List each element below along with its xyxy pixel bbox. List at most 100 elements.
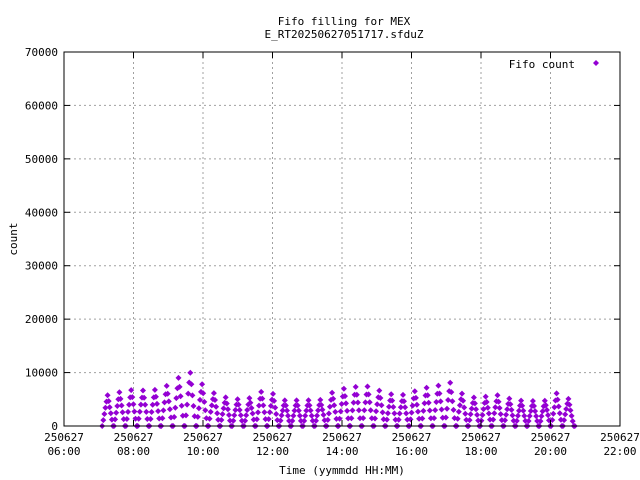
data-point: [141, 394, 148, 401]
data-point: [172, 404, 179, 411]
data-point: [355, 407, 362, 414]
data-point: [409, 402, 416, 409]
data-point: [496, 405, 503, 411]
data-point: [242, 417, 249, 424]
x-tick-time: 18:00: [464, 445, 497, 458]
data-point: [272, 404, 279, 411]
data-point: [119, 409, 126, 416]
data-point: [290, 412, 297, 419]
data-point: [562, 411, 569, 418]
data-point: [159, 415, 166, 422]
data-point: [137, 401, 144, 408]
data-point: [248, 405, 255, 411]
data-point: [349, 407, 356, 414]
data-point: [226, 412, 232, 418]
data-point: [474, 411, 481, 418]
data-point: [151, 386, 158, 393]
data-point: [353, 391, 360, 398]
data-point: [348, 415, 355, 422]
x-tick-date: 250627: [114, 431, 154, 444]
data-point: [350, 399, 357, 406]
data-point: [364, 383, 371, 390]
data-point: [234, 396, 241, 403]
data-point: [337, 408, 344, 415]
data-point: [498, 417, 505, 424]
data-point: [329, 389, 336, 396]
data-point: [456, 402, 463, 409]
data-point: [160, 407, 167, 414]
data-point: [391, 410, 398, 417]
data-point: [315, 407, 322, 414]
data-point: [194, 413, 201, 420]
data-point: [164, 390, 171, 397]
data-point: [415, 408, 421, 415]
data-point: [449, 398, 456, 405]
data-point: [131, 408, 138, 415]
data-point: [140, 387, 146, 394]
data-point: [273, 411, 280, 417]
data-point: [383, 416, 390, 423]
data-point: [367, 407, 374, 414]
data-point: [468, 405, 475, 412]
data-point: [165, 398, 172, 405]
data-point: [565, 395, 572, 402]
data-point: [161, 399, 168, 406]
data-point: [539, 408, 546, 415]
data-point: [537, 418, 544, 425]
data-point: [527, 408, 534, 414]
y-tick-label: 20000: [25, 313, 58, 326]
data-point: [176, 383, 183, 390]
data-point: [237, 412, 244, 419]
data-point: [250, 416, 257, 423]
data-point: [143, 408, 150, 415]
data-point: [314, 412, 320, 419]
data-point: [317, 396, 324, 403]
data-point: [262, 416, 269, 423]
data-point: [397, 404, 404, 411]
y-tick-label: 30000: [25, 260, 58, 273]
data-point: [427, 415, 434, 422]
data-point: [332, 408, 339, 415]
data-point: [510, 417, 517, 424]
data-point: [147, 416, 154, 422]
data-point: [307, 407, 314, 414]
data-point: [114, 403, 121, 409]
data-point: [554, 396, 561, 403]
data-point: [411, 388, 418, 395]
data-point: [362, 399, 369, 406]
data-point: [289, 417, 296, 424]
data-point: [525, 418, 532, 424]
data-point: [333, 415, 340, 422]
data-point: [260, 402, 267, 409]
data-point: [431, 415, 438, 422]
data-point: [442, 414, 449, 421]
data-point: [163, 382, 170, 389]
data-point: [343, 400, 349, 407]
data-point: [447, 379, 454, 386]
data-points: [99, 369, 578, 429]
y-tick-label: 60000: [25, 99, 58, 112]
data-point: [101, 411, 108, 417]
y-tick-label: 0: [51, 420, 58, 433]
data-point: [207, 408, 214, 415]
x-tick-date: 250627: [392, 431, 432, 444]
data-point: [255, 409, 261, 416]
data-point: [305, 397, 312, 404]
x-tick-date: 250627: [183, 431, 223, 444]
data-point: [148, 409, 155, 415]
data-point: [384, 410, 391, 417]
data-point: [220, 405, 227, 412]
data-point: [112, 416, 119, 423]
data-point: [213, 403, 220, 410]
data-point: [218, 417, 225, 423]
data-point: [445, 397, 452, 403]
x-tick-date: 250627: [461, 431, 501, 444]
data-point: [492, 404, 499, 411]
x-tick-date: 250627: [531, 431, 571, 444]
data-point: [467, 411, 474, 418]
data-point: [271, 397, 278, 404]
x-tick-time: 08:00: [117, 445, 150, 458]
data-point: [567, 407, 574, 414]
data-point: [487, 416, 493, 423]
